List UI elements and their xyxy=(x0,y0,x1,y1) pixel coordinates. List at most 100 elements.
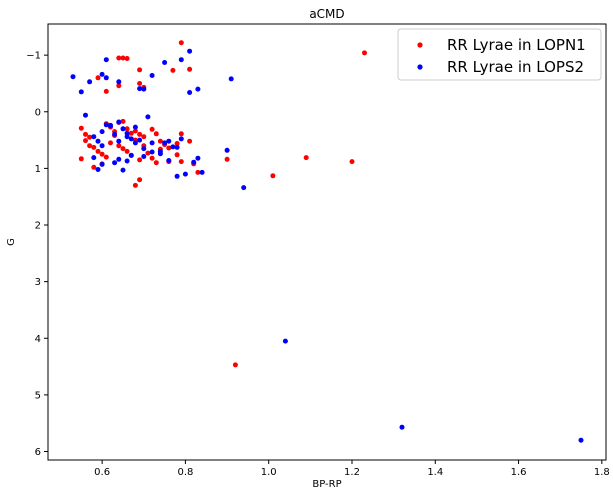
data-point xyxy=(95,75,101,81)
plot-area-frame xyxy=(47,23,607,461)
data-point xyxy=(103,154,109,160)
data-point xyxy=(178,40,184,46)
data-point xyxy=(87,79,93,85)
x-tick-label: 1.4 xyxy=(427,467,443,478)
legend: RR Lyrae in LOPN1 RR Lyrae in LOPS2 xyxy=(397,28,602,81)
data-point xyxy=(170,144,176,150)
data-point xyxy=(120,118,126,124)
data-point xyxy=(132,140,138,146)
data-point xyxy=(187,90,193,95)
data-point xyxy=(132,182,138,188)
series-lopn1 xyxy=(78,40,367,368)
data-point xyxy=(128,136,134,142)
data-point xyxy=(270,173,276,179)
data-point xyxy=(95,148,101,154)
data-point xyxy=(103,57,109,63)
x-tick-label: 0.6 xyxy=(94,467,110,478)
data-point xyxy=(137,81,143,86)
data-point xyxy=(99,151,105,157)
data-point xyxy=(120,167,126,173)
x-axis-label: BP-RP xyxy=(312,479,341,490)
data-point xyxy=(78,156,84,162)
y-tick-label: 3 xyxy=(35,277,41,288)
data-point xyxy=(78,125,84,131)
data-point xyxy=(166,138,172,144)
data-point xyxy=(91,134,97,140)
data-point xyxy=(99,129,105,135)
data-point xyxy=(83,112,88,118)
data-point xyxy=(282,338,288,344)
data-point xyxy=(178,57,184,63)
data-point xyxy=(103,122,109,128)
data-point xyxy=(124,148,130,154)
data-point xyxy=(87,134,93,140)
data-point xyxy=(120,55,126,61)
data-point xyxy=(174,144,180,150)
data-point xyxy=(108,122,113,128)
data-point xyxy=(191,159,197,165)
data-point xyxy=(241,185,247,191)
data-point xyxy=(87,143,93,149)
legend-box xyxy=(397,28,602,81)
data-point xyxy=(141,154,147,159)
data-point xyxy=(116,119,122,125)
data-point xyxy=(137,86,143,92)
data-point xyxy=(124,56,130,61)
legend-marker-lopn1 xyxy=(417,42,423,48)
x-tick-label: 1.0 xyxy=(261,467,277,478)
data-point xyxy=(187,66,193,72)
data-point xyxy=(120,146,126,152)
data-point xyxy=(112,160,118,166)
data-point xyxy=(99,143,105,149)
data-point xyxy=(116,79,122,85)
data-point xyxy=(349,159,355,165)
y-axis-label: G xyxy=(6,238,17,246)
data-point xyxy=(157,151,163,157)
data-point xyxy=(124,130,130,136)
data-point xyxy=(132,128,138,134)
data-point xyxy=(78,89,84,95)
data-point xyxy=(174,141,180,146)
data-point xyxy=(178,159,184,165)
data-point xyxy=(149,140,155,146)
series-lops2 xyxy=(70,48,584,443)
data-point xyxy=(141,134,147,140)
data-point xyxy=(103,88,109,94)
data-point xyxy=(149,73,155,78)
data-point xyxy=(103,75,109,81)
data-point xyxy=(224,156,230,162)
data-point xyxy=(162,60,168,65)
x-tick-label: 1.2 xyxy=(344,467,360,478)
data-point xyxy=(187,138,193,144)
data-point xyxy=(166,145,172,151)
data-point xyxy=(232,362,238,368)
data-point xyxy=(83,138,88,144)
data-point xyxy=(116,138,122,144)
data-point xyxy=(99,161,105,167)
data-point xyxy=(120,126,126,132)
data-point xyxy=(195,155,201,161)
data-point xyxy=(157,138,163,144)
data-point xyxy=(137,157,143,163)
data-point xyxy=(116,83,122,89)
data-point xyxy=(145,150,151,156)
data-point xyxy=(166,158,172,163)
data-point xyxy=(399,424,405,430)
data-point xyxy=(99,71,105,77)
data-point xyxy=(199,169,205,175)
data-point xyxy=(124,158,130,164)
data-point xyxy=(195,86,201,92)
data-point xyxy=(137,67,143,73)
y-tick-label: 6 xyxy=(35,447,41,458)
data-point xyxy=(70,74,76,80)
data-point xyxy=(153,131,159,137)
data-points xyxy=(70,40,584,443)
data-point xyxy=(303,155,309,161)
data-point xyxy=(174,173,180,179)
data-point xyxy=(108,140,113,146)
legend-marker-lops2 xyxy=(417,64,423,70)
legend-label-lops2: RR Lyrae in LOPS2 xyxy=(447,58,584,76)
data-point xyxy=(224,147,230,153)
